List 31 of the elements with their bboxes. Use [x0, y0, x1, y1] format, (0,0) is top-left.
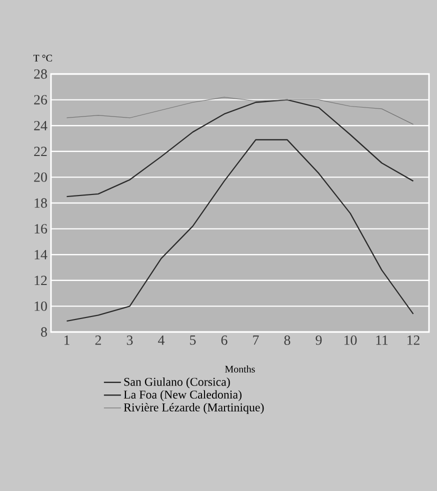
x-tick-label: 6 [221, 336, 228, 345]
x-axis-title: Months [225, 366, 255, 373]
x-tick-label: 7 [253, 336, 259, 345]
y-tick-label: 20 [34, 172, 47, 182]
x-tick-label: 8 [284, 336, 290, 345]
x-tick-label: 3 [126, 336, 133, 345]
line-series [66, 99, 414, 198]
line-series [66, 96, 414, 125]
x-tick-label: 2 [95, 336, 101, 345]
legend-label: La Foa (New Caledonia) [124, 390, 242, 402]
legend-label: San Giulano (Corsica) [124, 377, 230, 388]
y-tick-label: 12 [34, 276, 47, 286]
x-tick-label: 5 [190, 336, 196, 345]
y-tick-label: 26 [34, 95, 48, 104]
x-tick-label: 9 [316, 336, 322, 345]
x-tick-label: 10 [344, 336, 357, 345]
y-axis-title: T °C [33, 54, 52, 62]
y-tick-label: 10 [34, 301, 47, 311]
x-tick-label: 12 [407, 336, 420, 345]
y-tick-label: 18 [34, 198, 47, 208]
y-tick-label: 8 [41, 327, 47, 337]
y-tick-label: 16 [34, 224, 48, 234]
x-tick-label: 11 [376, 336, 388, 345]
y-tick-label: 28 [34, 69, 47, 79]
y-tick-label: 22 [34, 146, 47, 156]
y-tick-label: 14 [34, 250, 48, 260]
y-tick-label: 24 [34, 120, 48, 130]
line-series [66, 139, 414, 322]
x-tick-label: 1 [64, 336, 70, 345]
x-tick-label: 4 [158, 336, 165, 345]
legend-label: Rivière Lézarde (Martinique) [124, 403, 264, 414]
